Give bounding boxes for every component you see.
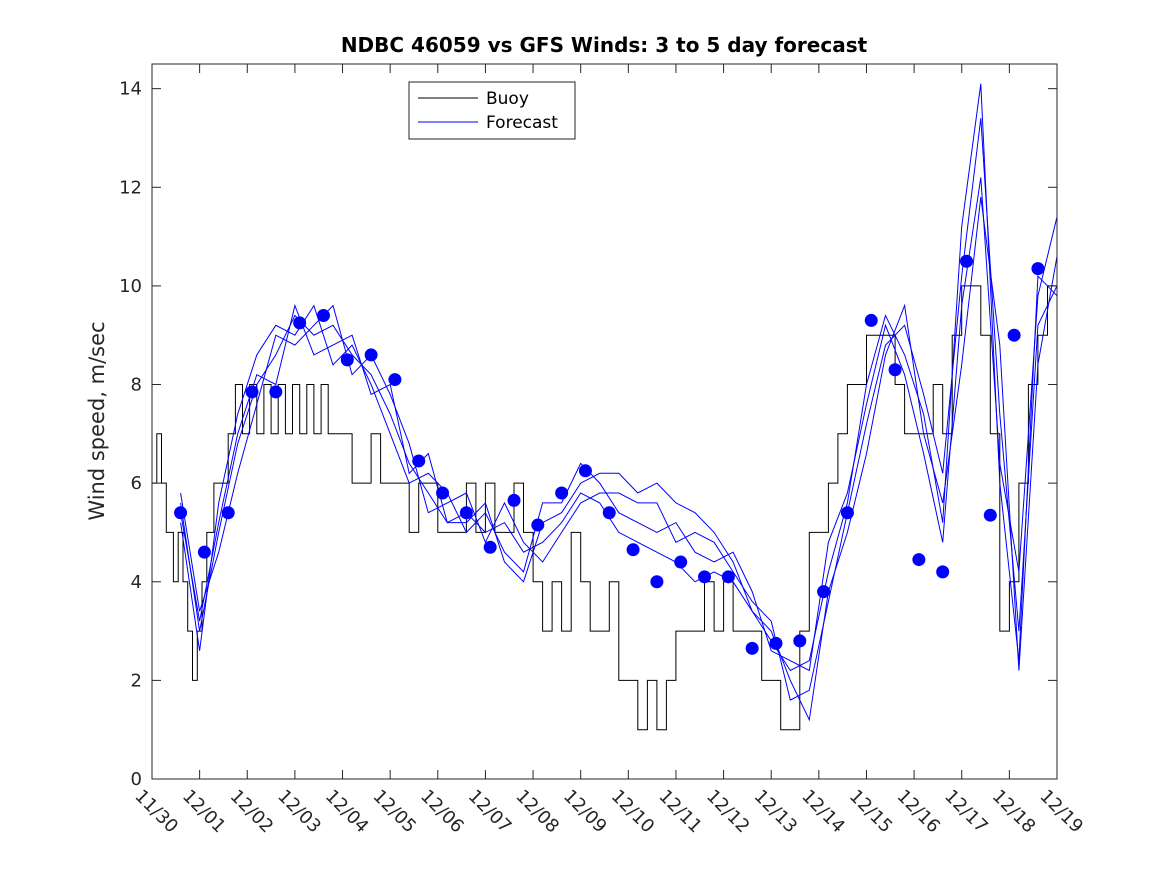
forecast-marker — [197, 545, 211, 559]
forecast-marker — [269, 385, 283, 399]
forecast-marker — [316, 308, 330, 322]
legend: Buoy Forecast — [408, 81, 576, 140]
forecast-marker — [364, 348, 378, 362]
chart-title: NDBC 46059 vs GFS Winds: 3 to 5 day fore… — [341, 33, 868, 57]
forecast-marker — [936, 565, 950, 579]
forecast-marker — [507, 493, 521, 507]
forecast-marker — [531, 518, 545, 532]
forecast-marker — [340, 353, 354, 367]
y-tick-label: 10 — [119, 276, 142, 297]
forecast-marker — [650, 575, 664, 589]
y-tick-label: 2 — [131, 670, 142, 691]
forecast-marker — [221, 506, 235, 520]
forecast-marker — [293, 316, 307, 330]
marker-layer — [174, 254, 1045, 655]
forecast-marker — [769, 636, 783, 650]
y-tick-label: 12 — [119, 177, 142, 198]
axes-frame — [151, 63, 1058, 780]
y-tick-label: 14 — [119, 79, 142, 100]
forecast-marker — [912, 553, 926, 567]
forecast-marker — [698, 570, 712, 584]
forecast-marker — [483, 540, 497, 554]
forecast-marker — [626, 543, 640, 557]
forecast-marker — [960, 254, 973, 268]
forecast-marker — [817, 585, 831, 599]
y-axis-label: Wind speed, m/sec — [85, 321, 109, 520]
y-tick-label: 4 — [131, 572, 142, 593]
forecast-marker — [578, 464, 592, 478]
forecast-marker — [864, 313, 878, 327]
axes-background — [152, 64, 1057, 779]
series-forecast-line-2 — [180, 177, 1057, 672]
forecast-marker — [174, 506, 188, 520]
series-forecast-line-4 — [180, 83, 1057, 672]
legend-entry-buoy: Buoy — [486, 89, 529, 109]
forecast-marker — [245, 385, 259, 399]
forecast-marker — [745, 641, 759, 655]
forecast-marker — [840, 506, 854, 520]
forecast-marker — [793, 634, 807, 648]
forecast-marker — [436, 486, 450, 500]
forecast-marker — [1031, 262, 1045, 276]
forecast-marker — [388, 373, 402, 387]
forecast-marker — [555, 486, 569, 500]
y-tick-label: 0 — [131, 769, 142, 790]
y-axis: 0 2 4 6 8 10 12 14 — [119, 79, 1057, 790]
forecast-marker — [602, 506, 616, 520]
forecast-marker — [721, 570, 735, 584]
legend-box — [408, 81, 576, 140]
forecast-marker — [412, 454, 426, 468]
plot-area: 11/3012/0112/0212/0312/0412/0512/0612/07… — [119, 63, 1087, 837]
y-tick-label: 8 — [131, 375, 142, 396]
y-tick-label: 6 — [131, 473, 142, 494]
forecast-marker — [459, 506, 473, 520]
forecast-marker — [983, 508, 997, 522]
forecast-marker — [674, 555, 688, 569]
forecast-marker — [888, 363, 902, 377]
legend-entry-forecast: Forecast — [486, 113, 558, 133]
forecast-marker — [1007, 328, 1021, 342]
